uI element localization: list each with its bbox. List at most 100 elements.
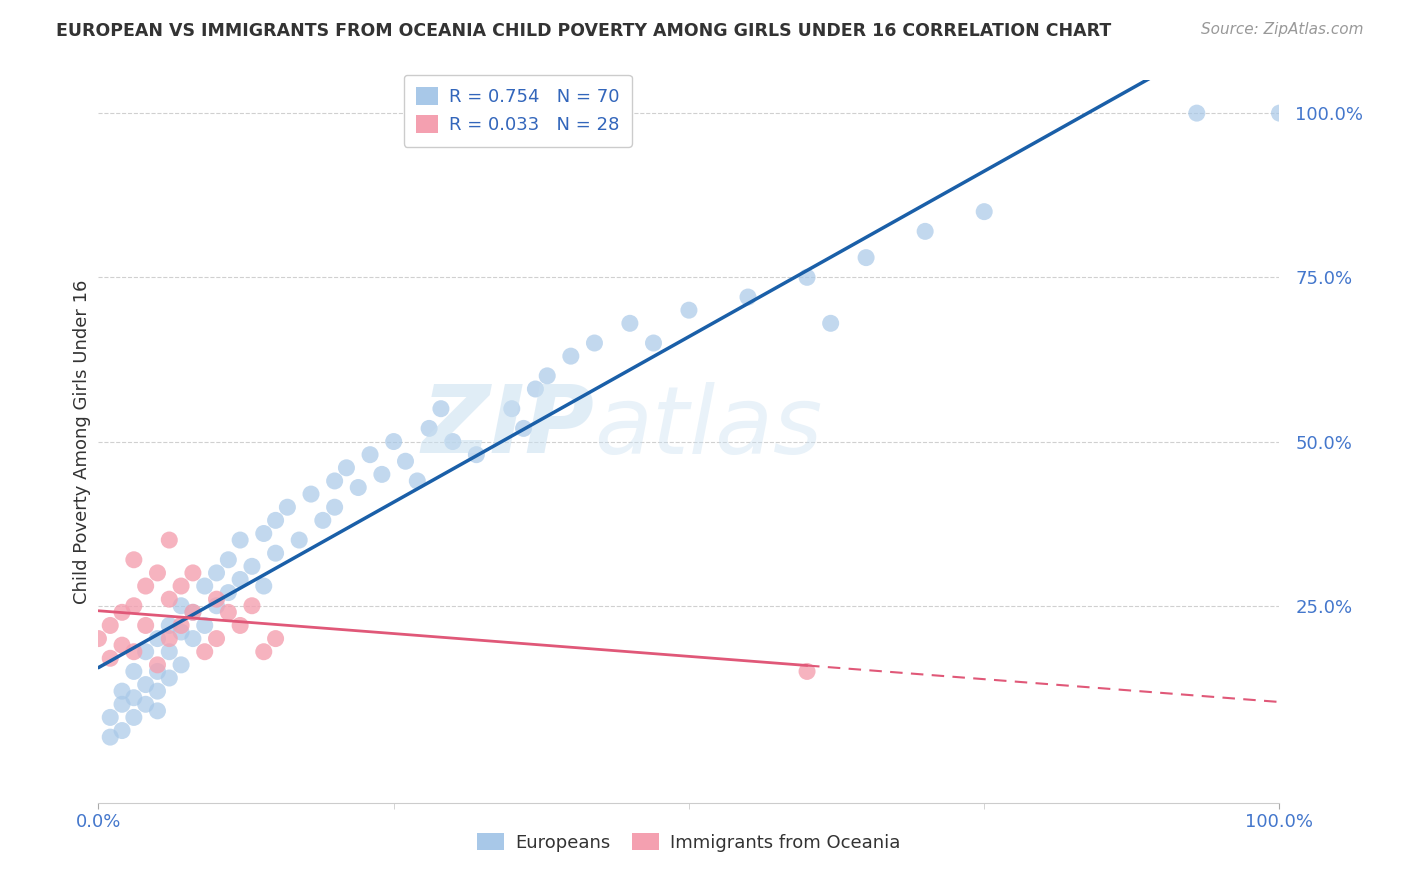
Point [264,632,287,646]
Point [122,553,145,567]
Point [157,645,180,659]
Point [122,690,145,705]
Point [157,671,180,685]
Point [253,526,276,541]
Point [347,481,370,495]
Point [229,573,252,587]
Point [536,368,558,383]
Point [288,533,311,547]
Point [240,599,263,613]
Point [323,474,346,488]
Point [678,303,700,318]
Point [382,434,405,449]
Point [111,638,134,652]
Point [796,270,818,285]
Point [157,592,180,607]
Point [796,665,818,679]
Point [643,336,665,351]
Point [217,605,239,619]
Point [276,500,298,515]
Text: Source: ZipAtlas.com: Source: ZipAtlas.com [1201,22,1364,37]
Point [240,559,263,574]
Text: ZIP: ZIP [422,381,595,473]
Point [359,448,381,462]
Point [87,632,110,646]
Point [229,618,252,632]
Point [418,421,440,435]
Point [441,434,464,449]
Point [394,454,416,468]
Point [170,625,193,640]
Point [146,566,169,580]
Y-axis label: Child Poverty Among Girls Under 16: Child Poverty Among Girls Under 16 [73,279,91,604]
Point [146,657,169,672]
Point [170,657,193,672]
Point [98,710,121,724]
Point [146,684,169,698]
Point [157,632,180,646]
Point [194,645,217,659]
Point [619,316,641,330]
Point [135,618,157,632]
Point [914,224,936,238]
Point [111,698,134,712]
Point [122,599,145,613]
Point [524,382,547,396]
Point [111,684,134,698]
Point [157,533,180,547]
Legend: Europeans, Immigrants from Oceania: Europeans, Immigrants from Oceania [470,826,908,859]
Point [312,513,335,527]
Point [111,605,134,619]
Point [371,467,394,482]
Point [205,566,228,580]
Point [181,605,204,619]
Point [135,645,157,659]
Point [820,316,842,330]
Point [583,336,606,351]
Point [170,599,193,613]
Point [323,500,346,515]
Point [406,474,429,488]
Point [194,618,217,632]
Point [253,579,276,593]
Point [299,487,322,501]
Point [181,566,204,580]
Point [1185,106,1208,120]
Point [501,401,523,416]
Point [122,665,145,679]
Point [253,645,276,659]
Point [146,704,169,718]
Point [135,698,157,712]
Text: atlas: atlas [595,382,823,473]
Point [135,579,157,593]
Point [217,585,239,599]
Point [335,460,357,475]
Point [560,349,582,363]
Point [98,730,121,744]
Point [205,599,228,613]
Point [205,632,228,646]
Point [973,204,995,219]
Point [855,251,877,265]
Text: EUROPEAN VS IMMIGRANTS FROM OCEANIA CHILD POVERTY AMONG GIRLS UNDER 16 CORRELATI: EUROPEAN VS IMMIGRANTS FROM OCEANIA CHIL… [56,22,1112,40]
Point [181,605,204,619]
Point [98,651,121,665]
Point [264,546,287,560]
Point [512,421,534,435]
Point [170,579,193,593]
Point [217,553,239,567]
Point [264,513,287,527]
Point [122,710,145,724]
Point [122,645,145,659]
Point [465,448,488,462]
Point [170,618,193,632]
Point [135,677,157,691]
Point [181,632,204,646]
Point [111,723,134,738]
Point [146,632,169,646]
Point [205,592,228,607]
Point [146,665,169,679]
Point [430,401,453,416]
Point [737,290,759,304]
Point [1268,106,1291,120]
